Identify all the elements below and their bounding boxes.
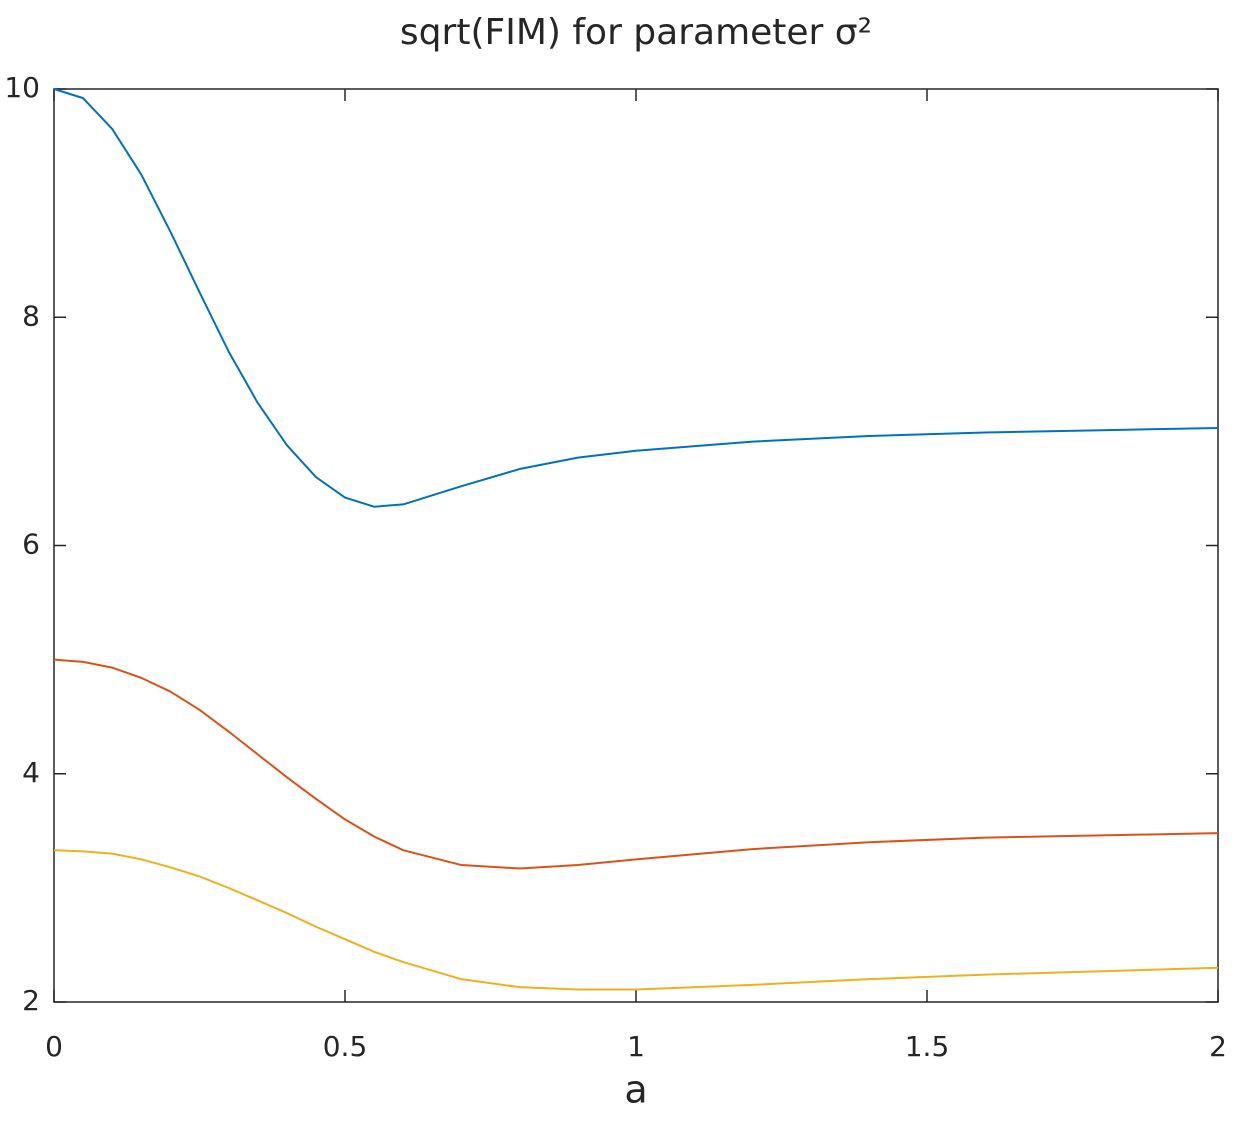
x-tick-label: 1 [627, 1030, 645, 1063]
plot-frame [53, 88, 1219, 1003]
y-tick-label: 8 [22, 299, 40, 332]
y-tick-label: 10 [4, 71, 40, 104]
x-tick-label: 0.5 [323, 1030, 368, 1063]
y-tick-label: 4 [22, 756, 40, 789]
x-tick-label: 0 [45, 1030, 63, 1063]
series-line [53, 88, 1219, 508]
y-tick-label: 2 [22, 984, 40, 1017]
chart-title: sqrt(FIM) for parameter σ² [400, 12, 872, 53]
x-tick-label: 1.5 [905, 1030, 950, 1063]
y-tick-label: 6 [22, 528, 40, 561]
series-line [53, 658, 1219, 870]
x-axis-label: a [624, 1068, 647, 1112]
x-tick-label: 2 [1209, 1030, 1227, 1063]
series-line [53, 849, 1219, 991]
